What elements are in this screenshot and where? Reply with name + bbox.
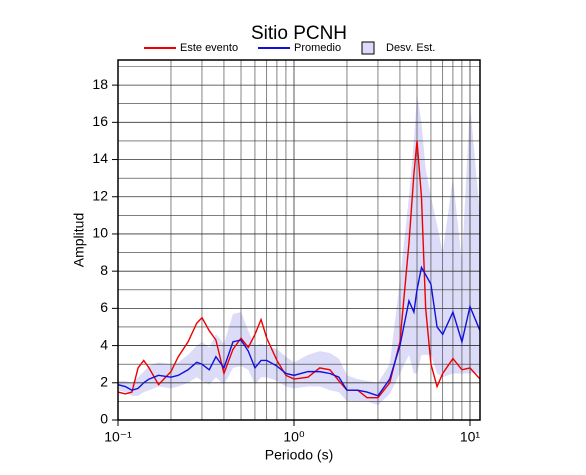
y-tick-label: 10	[92, 225, 108, 241]
y-tick-label: 16	[92, 113, 108, 129]
y-tick-label: 6	[100, 299, 108, 315]
legend-label: Promedio	[294, 42, 341, 54]
legend-label: Este evento	[180, 42, 238, 54]
y-tick-label: 18	[92, 76, 108, 92]
y-tick-label: 0	[100, 411, 108, 427]
x-tick-label: 10⁰	[283, 429, 305, 445]
y-axis-label: Amplitud	[71, 213, 87, 267]
x-axis-label: Periodo (s)	[265, 447, 333, 463]
y-tick-label: 4	[100, 336, 108, 352]
series-line	[117, 265, 481, 397]
plot-frame	[117, 59, 481, 421]
y-tick-label: 2	[100, 373, 108, 389]
x-tick-label: 10¹	[460, 429, 481, 445]
series-line	[117, 140, 481, 399]
legend-label: Desv. Est.	[386, 42, 435, 54]
std-band	[118, 94, 480, 406]
y-tick-label: 12	[92, 187, 108, 203]
y-tick-label: 14	[92, 150, 108, 166]
x-tick-label: 10⁻¹	[104, 429, 132, 445]
legend-swatch	[361, 41, 375, 55]
chart-title: Sitio PCNH	[251, 23, 347, 44]
y-tick-label: 8	[100, 262, 108, 278]
